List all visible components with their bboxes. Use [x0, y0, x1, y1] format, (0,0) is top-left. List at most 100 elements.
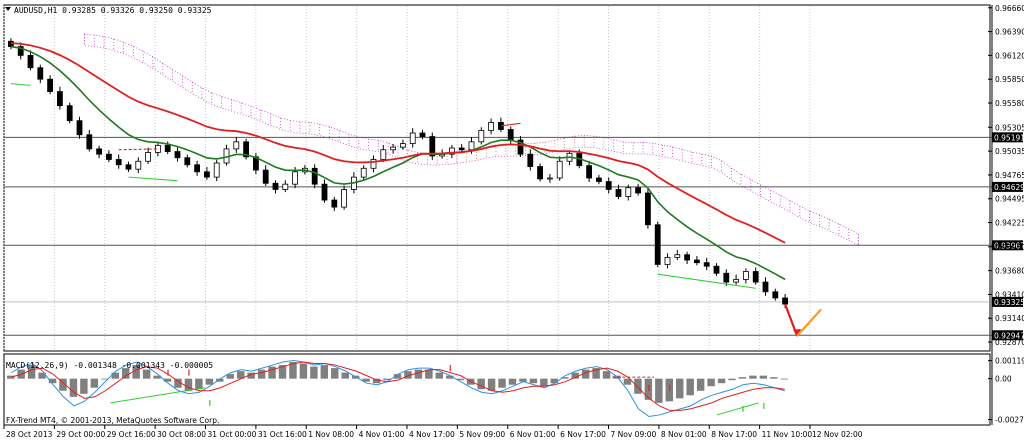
moving-averages: [10, 42, 786, 281]
candle-body: [615, 189, 622, 197]
price-label: 0.93680: [995, 267, 1024, 276]
macd-histogram-bar: [404, 371, 412, 379]
candle-body: [517, 139, 524, 155]
candle-body: [419, 132, 426, 137]
macd-histogram-bar: [696, 378, 705, 391]
candle-body: [341, 189, 348, 208]
level-price-label: 0.94629: [994, 183, 1024, 192]
candle-body: [645, 192, 651, 226]
candle-body: [17, 46, 24, 56]
macd-divergence-line: [716, 402, 759, 416]
candle-body: [47, 78, 53, 92]
macd-histogram-bar: [48, 378, 57, 384]
copyright-text: FX-Trend MT4, © 2001-2013, MetaQuotes So…: [6, 416, 219, 425]
time-axis: 28 Oct 2013 29 Oct 00:00 29 Oct 16:00 30 Oc…: [3, 425, 863, 439]
candle-body: [713, 265, 720, 274]
time-label: 7 Nov 09:00: [611, 430, 657, 439]
candle-body: [429, 136, 436, 157]
divergence-line: [657, 273, 756, 289]
time-label: 31 Oct 16:00: [258, 430, 307, 439]
candle-body: [57, 91, 63, 107]
macd-histogram-bar: [38, 372, 46, 379]
macd-histogram-bar: [446, 375, 454, 379]
macd-histogram-bar: [80, 378, 88, 394]
macd-histogram-bar: [581, 369, 590, 379]
macd-histogram-bar: [142, 369, 151, 379]
time-label: 12 Nov 02:00: [812, 430, 863, 439]
price-label: 0.95035: [995, 147, 1024, 156]
forecast-up-arrow: [796, 308, 822, 337]
price-label: 0.95580: [995, 99, 1024, 108]
level-price-label: 0.92947: [994, 331, 1024, 340]
macd-histogram-bar: [655, 378, 663, 403]
price-label: 0.96390: [995, 28, 1024, 37]
candle-body: [694, 259, 700, 264]
candle-body: [586, 165, 592, 179]
macd-histogram-bar: [184, 378, 193, 391]
macd-histogram-bar: [59, 378, 67, 391]
candle-body: [272, 182, 279, 190]
candle-body: [752, 271, 759, 283]
macd-histogram-bar: [195, 378, 203, 390]
horizontal-levels: 0.95191 0.94629 0.93967 0.92947 0.93325: [4, 132, 1024, 341]
candle-body: [292, 171, 299, 185]
time-label: 8 Nov 01:00: [661, 430, 707, 439]
candle-body: [547, 177, 553, 180]
candle-body: [762, 281, 769, 293]
candle-body: [194, 164, 201, 173]
candle-body: [311, 167, 318, 185]
macd-header: MACD(12,26,9) -0.001348 -0.001343 -0.000…: [6, 361, 213, 370]
time-label: 1 Nov 08:00: [308, 430, 354, 439]
collapse-arrow-icon[interactable]: [5, 7, 11, 11]
candle-body: [360, 167, 367, 178]
candle-body: [488, 122, 495, 131]
price-label: 0.94225: [995, 219, 1024, 228]
macd-histogram-bar: [759, 375, 768, 379]
macd-histogram-bar: [268, 366, 276, 379]
ema-slow-line: [10, 42, 786, 244]
time-label: 5 Nov 09:00: [459, 430, 505, 439]
divergence-line: [118, 148, 158, 151]
divergence-lines: [10, 83, 756, 289]
level-price-label: 0.95191: [994, 133, 1024, 142]
candle-body: [106, 153, 112, 160]
macd-histogram-bar: [132, 365, 140, 379]
macd-histogram-bar: [163, 378, 172, 382]
candle-body: [125, 164, 132, 170]
macd-indicator: 0.001195 0.00 -0.002707: [7, 357, 1024, 425]
macd-histogram-bar: [226, 374, 234, 379]
macd-histogram-bar: [707, 378, 715, 387]
macd-histogram-bar: [728, 378, 736, 381]
macd-histogram-bar: [393, 374, 402, 379]
candle-body: [203, 171, 210, 178]
candle-body: [331, 199, 338, 208]
level-price-tag: [992, 132, 1023, 143]
cloud-outline: [84, 33, 859, 247]
candle-body: [390, 146, 397, 151]
macd-histogram-bar: [247, 372, 255, 379]
level-price-tag: [992, 181, 1023, 192]
candle-body: [743, 271, 749, 280]
macd-axis-label: -0.002707: [995, 416, 1024, 425]
candle-body: [399, 143, 406, 148]
level-price-tag: [992, 330, 1023, 341]
candle-body: [37, 67, 44, 80]
macd-panel-frame: [3, 353, 991, 426]
candle-body: [527, 153, 534, 167]
time-label: 4 Nov 01:00: [359, 430, 405, 439]
divergence-line: [10, 83, 31, 86]
macd-histogram-bar: [372, 378, 381, 384]
candle-body: [213, 162, 220, 178]
candle-body: [556, 160, 563, 179]
candle-body: [321, 183, 328, 201]
candle-body: [76, 120, 83, 136]
symbol-header: AUDUSD,H1 0.93285 0.93326 0.93250 0.9332…: [14, 6, 212, 15]
macd-histogram-bar: [278, 365, 287, 379]
macd-histogram-bar: [205, 378, 214, 385]
time-label: 29 Oct 16:00: [107, 430, 156, 439]
price-label: 0.93140: [995, 314, 1024, 323]
macd-histogram-bar: [341, 372, 349, 379]
macd-histogram-bar: [749, 375, 757, 379]
